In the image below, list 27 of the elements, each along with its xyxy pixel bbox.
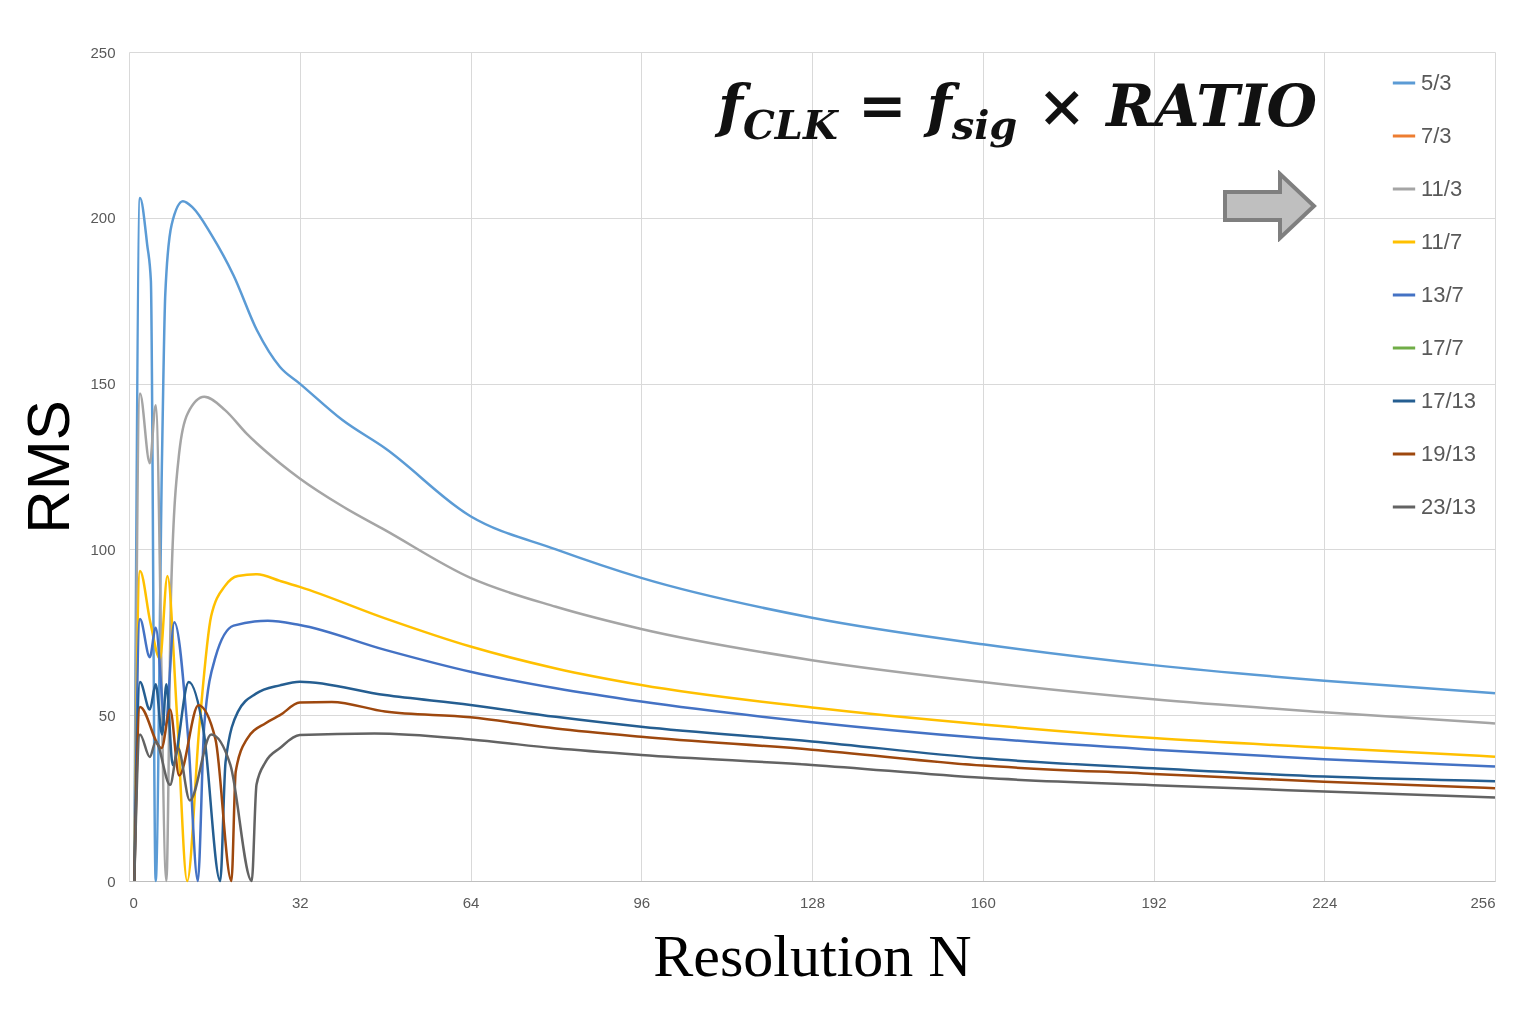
x-tick-label: 0: [129, 893, 138, 911]
y-tick-label: 0: [107, 872, 116, 890]
legend-label: 19/13: [1421, 441, 1477, 466]
x-tick-label: 160: [970, 893, 996, 911]
y-axis-title: RMS: [15, 400, 83, 534]
y-tick-label: 200: [90, 209, 116, 227]
legend-label: 7/3: [1421, 123, 1452, 148]
x-tick-label: 64: [462, 893, 480, 911]
x-tick-label: 192: [1141, 893, 1167, 911]
legend-label: 23/13: [1421, 494, 1477, 519]
y-tick-label: 150: [90, 375, 116, 393]
legend-label: 11/7: [1421, 229, 1463, 254]
y-tick-label: 50: [98, 706, 116, 724]
line-series: [133, 732, 1497, 883]
legend-label: 17/13: [1421, 388, 1477, 413]
legend-label: 13/7: [1421, 282, 1464, 307]
x-axis-title: Resolution N: [653, 922, 972, 989]
legend-label: 17/7: [1421, 335, 1464, 360]
y-tick-label: 250: [90, 43, 116, 61]
x-tick-label: 128: [799, 893, 826, 911]
x-tick-label: 224: [1312, 893, 1338, 911]
y-tick-label: 100: [90, 540, 116, 558]
x-tick-label: 32: [291, 893, 309, 911]
legend-label: 5/3: [1421, 70, 1452, 95]
x-tick-label: 96: [633, 893, 651, 911]
legend-label: 11/3: [1421, 176, 1463, 201]
x-tick-label: 256: [1470, 893, 1496, 911]
